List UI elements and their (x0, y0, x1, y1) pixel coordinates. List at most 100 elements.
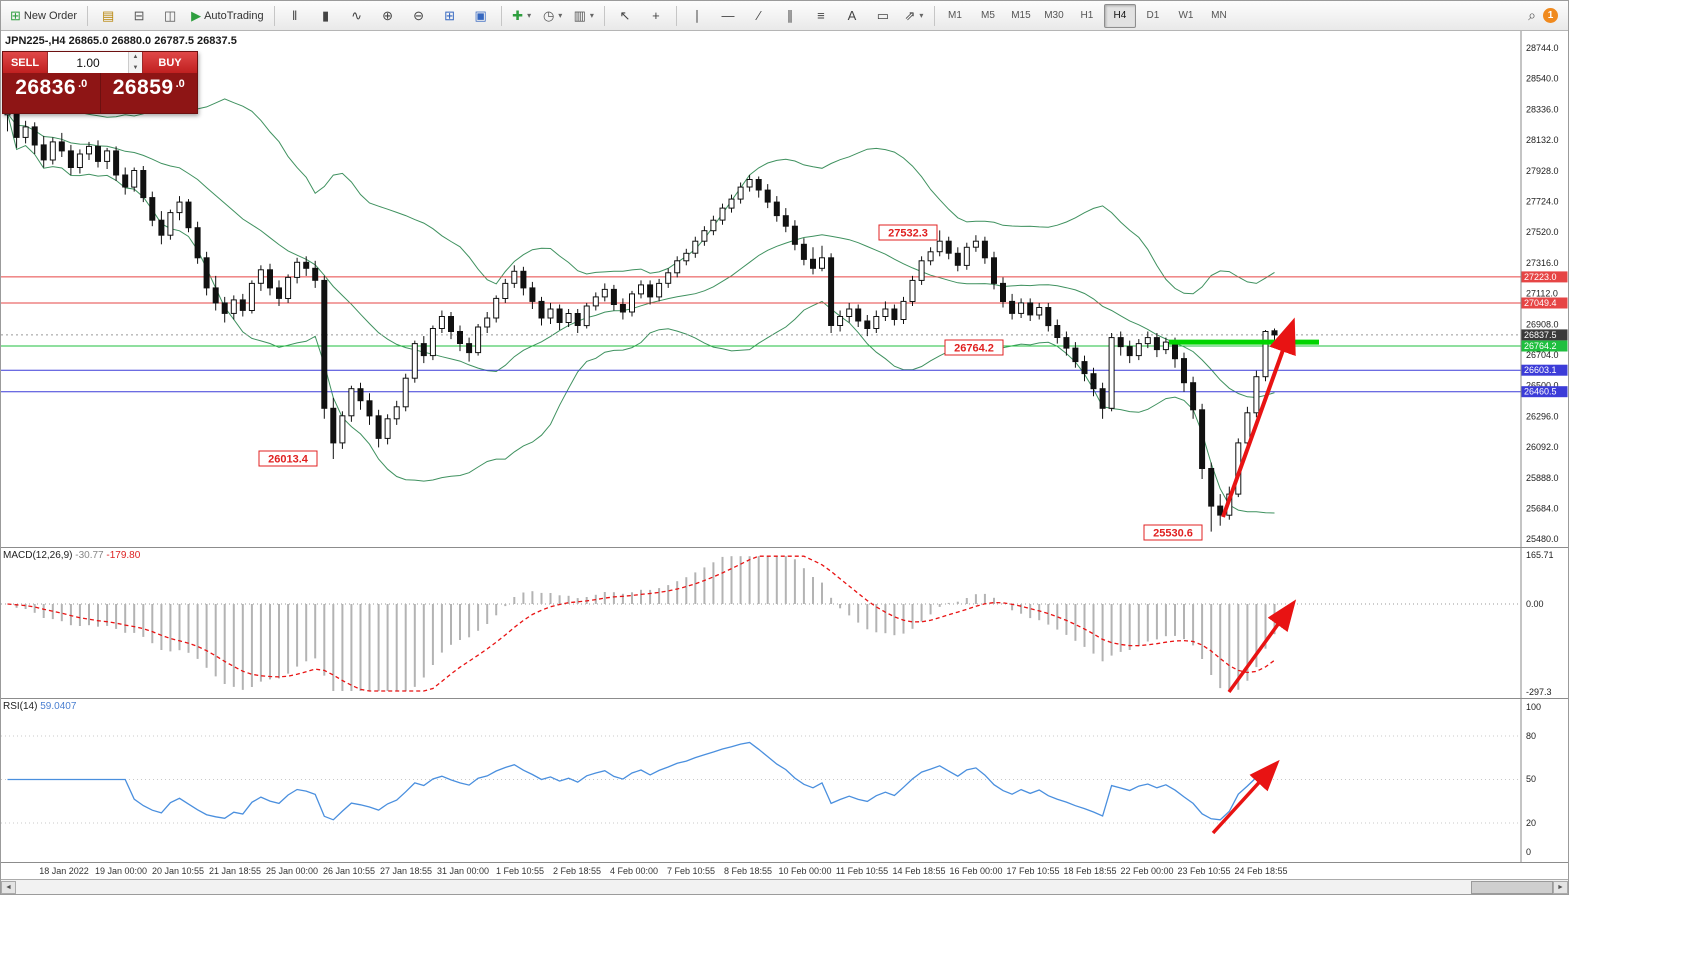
bollinger-middle-band (7, 112, 1275, 399)
text-label-button[interactable]: ▭ (868, 4, 898, 28)
rsi-value: 59.0407 (40, 701, 77, 712)
price-axis-label: 28336.0 (1526, 104, 1559, 114)
scroll-left-button[interactable]: ◄ (1, 881, 16, 894)
new-order-button[interactable]: ⊞ New Order (5, 4, 82, 28)
indicators-button[interactable]: ✚ ▾ (507, 4, 537, 28)
trend-arrow[interactable] (1227, 599, 1297, 694)
charts-profile-icon: ▤ (101, 8, 115, 23)
timeframe-m5-button[interactable]: M5 (980, 10, 995, 21)
print-preview-icon: ◫ (163, 8, 177, 23)
timeframe-m1-button[interactable]: M1 (947, 10, 962, 21)
vertical-line-button[interactable]: ∣ (682, 4, 712, 28)
vertical-line-icon: ∣ (693, 8, 701, 23)
time-axis-label: 16 Feb 00:00 (949, 866, 1003, 876)
price-axis-label: 25480.0 (1526, 534, 1559, 544)
crosshair-button[interactable]: + (641, 4, 671, 28)
fibonacci-button[interactable]: ≡ (806, 4, 836, 28)
line-chart-icon: ∿ (351, 8, 363, 23)
text-button[interactable]: A (837, 4, 867, 28)
time-axis-label: 25 Jan 00:00 (265, 866, 319, 876)
price-annotation[interactable]: 26764.2 (944, 339, 1004, 356)
time-axis-label: 23 Feb 10:55 (1177, 866, 1231, 876)
candlestick-chart-button[interactable]: ▮ (311, 4, 341, 28)
dropdown-arrow-icon: ▾ (919, 11, 924, 20)
timeframe-m30-button[interactable]: M30 (1044, 10, 1064, 21)
price-axis-label: 26908.0 (1526, 319, 1559, 329)
price-tag: 26837.5 (1521, 329, 1568, 341)
time-axis-label: 1 Feb 10:55 (495, 866, 545, 876)
bar-chart-icon: ‖ (291, 8, 298, 23)
templates-button[interactable]: ▥ ▾ (569, 4, 599, 28)
print-button[interactable]: ⊟ (124, 4, 154, 28)
zoom-out-button[interactable]: ⊖ (404, 4, 434, 28)
macd-label: MACD(12,26,9) -30.77 -179.80 (3, 550, 140, 561)
lot-decrease-button[interactable]: ▼ (129, 62, 142, 73)
cursor-button[interactable]: ↖ (610, 4, 640, 28)
main-chart-panel: 28744.0 28540.0 28336.0 28132.0 27928.0 27724… (1, 31, 1568, 547)
macd-panel: 165.71 0.00 -297.3 MACD(12,26,9) -30.77 -1… (1, 547, 1568, 699)
macd-axis-label: 165.71 (1526, 550, 1554, 560)
price-annotation[interactable]: 26013.4 (258, 450, 318, 467)
sell-button[interactable]: SELL (3, 52, 47, 73)
macd-main-value: -30.77 (75, 550, 104, 561)
lot-size-input[interactable]: 1.00 ▲ ▼ (47, 52, 143, 73)
timeframe-h4-button[interactable]: H4 (1103, 3, 1136, 28)
price-tag: 26603.1 (1521, 364, 1568, 376)
periods-button[interactable]: ◷ ▾ (538, 4, 568, 28)
channel-icon: ∥ (786, 8, 794, 23)
toolbar-separator (603, 5, 605, 26)
zoom-in-button[interactable]: ⊕ (373, 4, 403, 28)
buy-price[interactable]: 26859 .0 (101, 73, 198, 113)
horizontal-line-button[interactable]: ― (713, 4, 743, 28)
arrows-button[interactable]: ⇗ ▾ (899, 4, 929, 28)
sell-price-sub: .0 (78, 78, 88, 90)
line-chart-button[interactable]: ∿ (342, 4, 372, 28)
horizontal-scrollbar[interactable]: ◄ ► (1, 879, 1568, 894)
time-axis-label: 21 Jan 18:55 (208, 866, 262, 876)
trend-arrow[interactable] (1221, 317, 1296, 518)
cascade-windows-button[interactable]: ▣ (466, 4, 496, 28)
charts-profile-button[interactable]: ▤ (93, 4, 123, 28)
find-symbol-icon[interactable]: ⌕ (1528, 7, 1536, 23)
price-axis-label: 27112.0 (1526, 289, 1558, 299)
time-axis-label: 24 Feb 18:55 (1234, 866, 1288, 876)
print-preview-button[interactable]: ◫ (155, 4, 185, 28)
tile-windows-button[interactable]: ⊞ (435, 4, 465, 28)
new-order-button-label: New Order (23, 9, 78, 22)
timeframe-h1-button[interactable]: H1 (1080, 10, 1094, 21)
price-annotation[interactable]: 25530.6 (1143, 524, 1203, 541)
timeframe-w1-button[interactable]: W1 (1178, 10, 1194, 21)
trend-arrow[interactable] (1211, 759, 1280, 835)
time-axis: 18 Jan 2022 19 Jan 00:00 20 Jan 10:55 21 Ja… (1, 862, 1568, 880)
channel-button[interactable]: ∥ (775, 4, 805, 28)
svg-text:26837.5: 26837.5 (1524, 330, 1557, 340)
macd-chart[interactable]: 165.71 0.00 -297.3 (1, 548, 1568, 699)
lot-size-value: 1.00 (76, 55, 100, 70)
lot-increase-button[interactable]: ▲ (129, 52, 142, 63)
main-chart[interactable]: 28744.0 28540.0 28336.0 28132.0 27928.0 27724… (1, 31, 1568, 547)
svg-text:26764.2: 26764.2 (954, 343, 994, 355)
svg-text:26460.5: 26460.5 (1524, 387, 1557, 397)
sell-price-main: 26836 (15, 76, 77, 99)
buy-button[interactable]: BUY (143, 52, 197, 73)
svg-text:25530.6: 25530.6 (1153, 528, 1193, 540)
autotrading-button[interactable]: ▶ AutoTrading (186, 4, 269, 28)
rsi-axis-label: 80 (1526, 731, 1536, 741)
scrollbar-thumb[interactable] (1471, 881, 1553, 894)
bar-chart-button[interactable]: ‖ (280, 4, 310, 28)
print-icon: ⊟ (133, 8, 145, 23)
timeframe-m15-button[interactable]: M15 (1011, 10, 1031, 21)
notification-badge[interactable]: 1 (1543, 8, 1558, 23)
sell-price[interactable]: 26836 .0 (3, 73, 101, 113)
timeframe-d1-button[interactable]: D1 (1146, 10, 1160, 21)
trendline-button[interactable]: ∕ (744, 4, 774, 28)
rsi-chart[interactable]: 100 80 50 20 0 (1, 699, 1568, 863)
timeframe-mn-button[interactable]: MN (1211, 10, 1227, 21)
scroll-right-button[interactable]: ► (1553, 881, 1568, 894)
price-tag: 27049.4 (1521, 297, 1568, 309)
price-axis-label: 26704.0 (1526, 350, 1559, 360)
macd-indicator-name: MACD(12,26,9) (3, 550, 73, 561)
price-annotation[interactable]: 27532.3 (878, 224, 938, 241)
periods-icon: ◷ (542, 8, 555, 23)
rsi-axis-label: 100 (1526, 702, 1541, 712)
